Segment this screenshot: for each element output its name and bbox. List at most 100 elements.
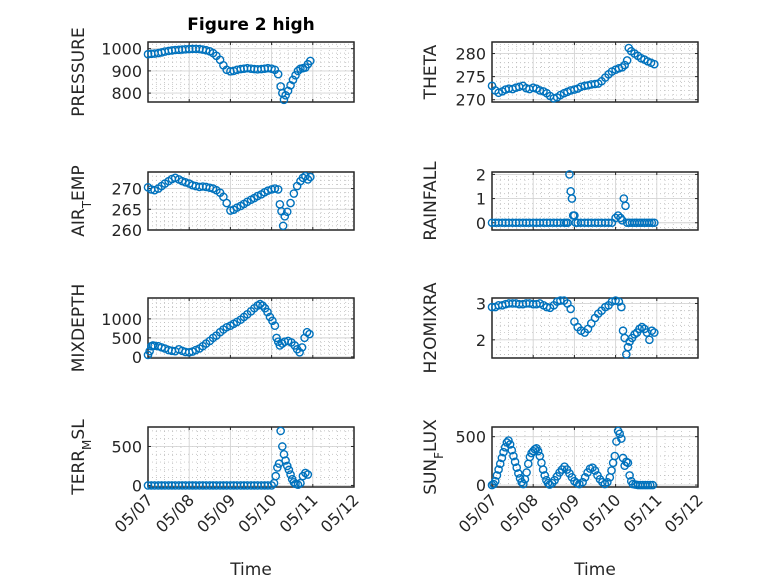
y-tick-label: 265 (111, 200, 142, 219)
data-point-h2omixra (650, 328, 659, 337)
data-point-sun_flux (522, 468, 531, 477)
data-point-sun_flux (580, 473, 590, 482)
y-tick-label: 260 (111, 221, 142, 240)
y-tick-label: 275 (455, 68, 486, 87)
axes-frame-terr_msl (147, 426, 355, 488)
y-tick-label: 3 (476, 294, 486, 313)
panel-rainfall: 0 1 2 RAINFALL (421, 161, 699, 241)
data-point-mixdepth (258, 301, 267, 310)
data-point-rainfall (617, 216, 627, 225)
data-point-sun_flux (645, 480, 655, 490)
y-axis-label-rainfall: RAINFALL (421, 161, 441, 241)
data-point-h2omixra (623, 342, 633, 352)
data-point-h2omixra (645, 335, 654, 345)
y-tick-label: 500 (111, 437, 142, 456)
data-point-rainfall (650, 218, 659, 228)
data-point-terr_msl (278, 442, 287, 451)
data-point-terr_msl (282, 461, 292, 471)
data-point-air_temp (280, 212, 290, 221)
data-point-air_temp (181, 178, 190, 187)
data-point-air_temp (222, 198, 231, 208)
data-point-terr_msl (267, 481, 276, 490)
y-axis-label-h2omixra: H2OMIXRA (421, 282, 441, 373)
panel-theta: 270 275 280 THETA (421, 41, 699, 110)
x-axis-label-right: Time (573, 560, 616, 580)
data-point-sun_flux (603, 477, 612, 487)
data-point-sun_flux (507, 445, 517, 455)
data-point-sun_flux (510, 457, 520, 467)
y-axis-label-theta: THETA (421, 44, 441, 100)
data-point-rainfall (647, 218, 657, 228)
panel-pressure: 800 900 1000 PRESSURE (69, 27, 355, 117)
x-axis-label-left: Time (229, 560, 272, 580)
data-point-sun_flux (590, 466, 600, 475)
data-point-sun_flux (648, 480, 657, 490)
axes-frame-theta (491, 41, 699, 103)
data-point-mixdepth (263, 307, 272, 317)
data-point-sun_flux (540, 471, 550, 480)
y-tick-label: 2 (476, 165, 486, 184)
data-point-mixdepth (270, 321, 280, 331)
data-point-sun_flux (492, 471, 502, 480)
data-point-rainfall (621, 201, 630, 211)
data-point-rainfall (613, 211, 623, 220)
data-point-sun_flux (505, 440, 515, 449)
data-point-sun_flux (514, 469, 523, 478)
data-point-sun_flux (538, 465, 548, 474)
data-point-h2omixra (637, 322, 647, 332)
data-point-mixdepth (297, 343, 307, 352)
y-tick-label: 270 (455, 91, 486, 110)
data-point-air_temp (270, 184, 280, 193)
data-point-h2omixra (635, 324, 644, 334)
y-tick-label: 900 (111, 62, 142, 81)
data-point-sun_flux (533, 446, 543, 456)
data-point-sun_flux (509, 451, 518, 461)
data-point-theta (650, 59, 659, 69)
y-tick-label: 0 (132, 476, 142, 495)
data-point-rainfall (567, 194, 577, 203)
data-point-pressure (201, 45, 211, 55)
data-point-terr_msl (274, 459, 284, 468)
data-point-sun_flux (512, 463, 522, 472)
data-point-h2omixra (617, 302, 626, 312)
y-tick-label: 500 (455, 428, 486, 447)
data-point-terr_msl (271, 471, 281, 481)
data-point-theta (494, 88, 503, 98)
data-point-mixdepth (305, 329, 314, 339)
data-point-air_temp (289, 189, 299, 198)
data-point-terr_msl (284, 465, 294, 475)
data-point-theta (535, 86, 545, 95)
y-tick-label: 1000 (101, 40, 142, 59)
data-point-h2omixra (556, 296, 565, 305)
axes-box-rainfall (491, 171, 699, 231)
data-point-h2omixra (630, 330, 639, 339)
data-point-theta (622, 56, 632, 65)
data-point-air_temp (282, 207, 292, 217)
y-axis-label-air_temp: AIRTEMP (69, 165, 94, 236)
figure-title: Figure 2 high (187, 15, 315, 35)
axes-box-sun_flux (491, 426, 699, 488)
y-axis-label-sun_flux: SUNFLUX (421, 419, 446, 495)
y-tick-label: 1000 (101, 310, 142, 329)
data-point-terr_msl (276, 426, 285, 436)
data-point-pressure (293, 66, 303, 76)
data-point-mixdepth (268, 316, 277, 326)
data-point-terr_msl (273, 463, 282, 472)
y-tick-label: 0 (132, 348, 142, 367)
data-point-mixdepth (302, 327, 312, 337)
data-point-rainfall (645, 218, 654, 228)
data-point-pressure (279, 95, 289, 105)
data-point-sun_flux (643, 480, 653, 490)
data-point-sun_flux (617, 434, 626, 443)
data-point-rainfall (604, 218, 613, 228)
y-tick-label: 280 (455, 45, 486, 64)
data-point-pressure (306, 56, 315, 66)
data-point-sun_flux (494, 465, 503, 474)
data-point-pressure (291, 71, 300, 80)
data-point-air_temp (286, 198, 295, 208)
axes-box-theta (491, 41, 699, 103)
data-point-sun_flux (600, 479, 610, 489)
y-tick-label: 0 (476, 214, 486, 233)
